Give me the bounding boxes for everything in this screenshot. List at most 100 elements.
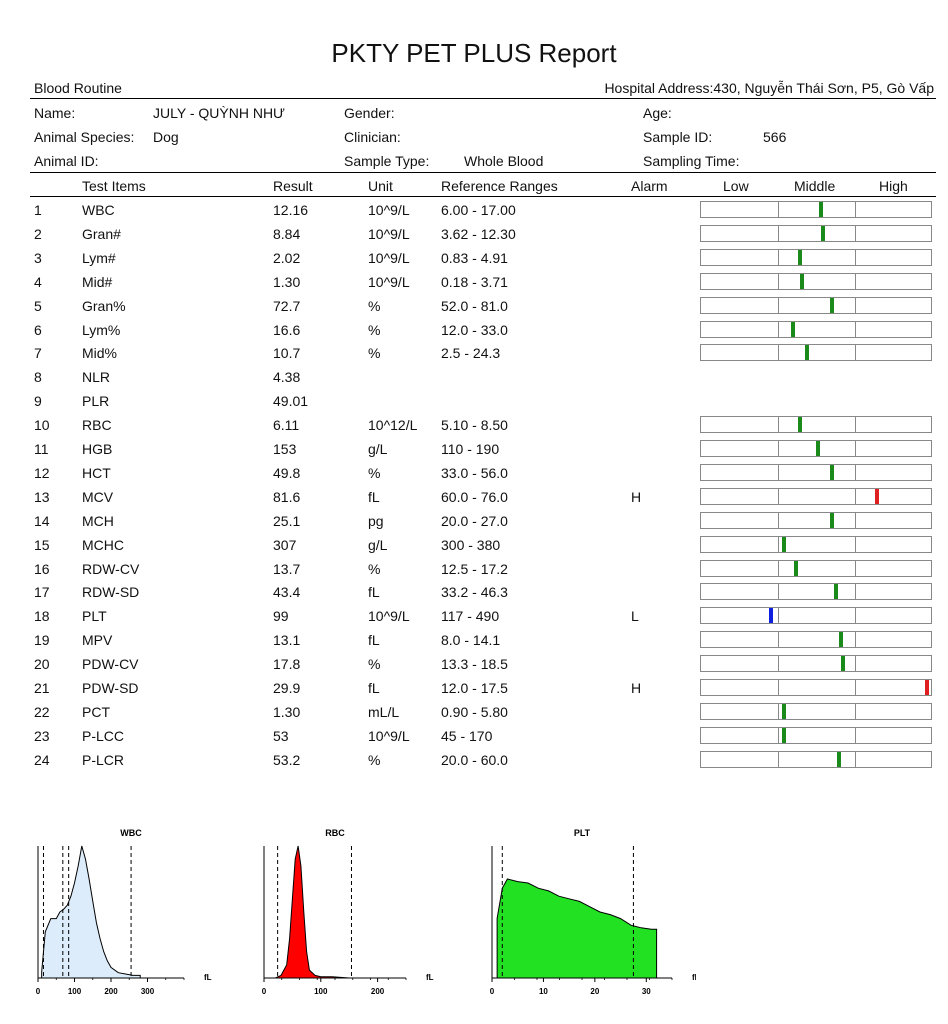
- x-tick-label: 30: [642, 987, 651, 996]
- table-row: 14 MCH 25.1 pg 20.0 - 27.0: [0, 509, 948, 533]
- clinician-label: Clinician:: [344, 129, 401, 145]
- test-item: Gran#: [82, 225, 121, 242]
- result-value: 16.6: [273, 321, 301, 338]
- reference-range: 117 - 490: [441, 608, 500, 625]
- range-divider: [778, 584, 779, 600]
- reference-range: 110 - 190: [441, 441, 500, 457]
- table-row: 9 PLR 49.01: [0, 389, 948, 413]
- x-unit-label: fL: [426, 973, 434, 982]
- range-divider: [855, 536, 856, 552]
- species-label: Animal Species:: [34, 129, 135, 145]
- x-tick-label: 100: [314, 987, 328, 996]
- test-item: PLR: [82, 393, 110, 410]
- range-divider: [778, 488, 779, 504]
- range-marker: [830, 464, 834, 480]
- reference-range: 5.10 - 8.50: [441, 417, 508, 434]
- wbc-histogram: WBC 0 100 200 300 fL: [34, 826, 234, 1013]
- reference-range: 8.0 - 14.1: [441, 632, 501, 649]
- divider: [30, 98, 936, 99]
- range-divider: [855, 584, 856, 600]
- range-divider: [778, 249, 779, 265]
- range-divider: [778, 441, 779, 456]
- result-value: 1.30: [273, 703, 301, 720]
- header-low: Low: [723, 178, 749, 194]
- range-bar: [700, 224, 932, 242]
- range-divider: [778, 751, 779, 767]
- result-value: 10.7: [273, 345, 301, 362]
- row-number: 8: [34, 369, 42, 386]
- x-unit-label: fL: [204, 973, 212, 982]
- range-divider: [855, 488, 856, 504]
- x-tick-label: 200: [371, 987, 385, 996]
- result-value: 81.6: [273, 488, 301, 505]
- row-number: 22: [34, 703, 50, 720]
- sample-id-value: 566: [763, 129, 787, 145]
- plt-histogram: PLT 0 10 20 30 fL: [486, 826, 700, 1013]
- range-divider: [778, 321, 779, 337]
- test-item: PCT: [82, 703, 110, 720]
- table-row: 20 PDW-CV 17.8% 13.3 - 18.5: [0, 652, 948, 676]
- range-bar: [700, 511, 932, 529]
- report-title: PKTY PET PLUS Report: [331, 38, 617, 68]
- row-number: 9: [34, 393, 42, 410]
- name-label: Name:: [34, 105, 76, 121]
- range-marker: [816, 441, 820, 456]
- range-divider: [778, 560, 779, 576]
- range-bar: [700, 750, 932, 768]
- result-value: 2.02: [273, 249, 301, 266]
- range-bar: [700, 631, 932, 649]
- histogram-area: [41, 845, 141, 979]
- alarm-flag: H: [631, 680, 642, 696]
- test-item: RBC: [82, 417, 112, 434]
- unit: 10^9/L: [368, 608, 410, 625]
- test-item: PLT: [82, 608, 107, 625]
- test-item: RDW-SD: [82, 584, 140, 601]
- row-number: 6: [34, 321, 42, 338]
- histogram-title: PLT: [574, 828, 591, 838]
- reference-range: 12.0 - 33.0: [441, 321, 508, 338]
- range-bar: [700, 679, 932, 696]
- row-number: 18: [34, 608, 50, 625]
- range-divider: [778, 608, 779, 624]
- range-marker: [837, 751, 841, 767]
- range-marker: [925, 680, 929, 695]
- table-row: 24 P-LCR 53.2% 20.0 - 60.0: [0, 748, 948, 772]
- table-row: 16 RDW-CV 13.7% 12.5 - 17.2: [0, 557, 948, 581]
- test-item: PDW-SD: [82, 680, 139, 696]
- range-divider: [855, 417, 856, 433]
- table-row: 7 Mid% 10.7% 2.5 - 24.3: [0, 341, 948, 365]
- result-value: 72.7: [273, 297, 301, 314]
- table-row: 15 MCHC 307 g/L 300 - 380: [0, 533, 948, 557]
- x-tick-label: 100: [68, 987, 82, 996]
- unit: %: [368, 751, 381, 768]
- range-bar: [700, 559, 932, 577]
- range-marker: [834, 584, 838, 600]
- range-divider: [855, 321, 856, 337]
- table-row: 3 Lym# 2.02 10^9/L 0.83 - 4.91: [0, 246, 948, 270]
- result-value: 13.7: [273, 560, 301, 577]
- range-divider: [855, 512, 856, 528]
- unit: g/L: [368, 441, 388, 457]
- table-row: 10 RBC 6.11 10^12/L 5.10 - 8.50: [0, 413, 948, 437]
- unit: %: [368, 321, 381, 338]
- range-marker: [819, 202, 823, 217]
- row-number: 11: [34, 441, 49, 457]
- sample-type-value: Whole Blood: [464, 153, 544, 169]
- species-value: Dog: [153, 129, 179, 145]
- test-item: RDW-CV: [82, 560, 140, 577]
- result-value: 17.8: [273, 656, 301, 673]
- reference-range: 60.0 - 76.0: [441, 488, 508, 505]
- section-label: Blood Routine: [34, 80, 122, 96]
- result-value: 8.84: [273, 225, 301, 242]
- unit: %: [368, 345, 381, 362]
- range-divider: [778, 345, 779, 361]
- test-item: MCHC: [82, 536, 124, 553]
- gender-label: Gender:: [344, 105, 395, 121]
- reference-range: 3.62 - 12.30: [441, 225, 516, 242]
- test-item: P-LCR: [82, 751, 125, 768]
- row-number: 16: [34, 560, 50, 577]
- unit: %: [368, 656, 381, 673]
- range-divider: [778, 464, 779, 480]
- unit: 10^9/L: [368, 727, 410, 744]
